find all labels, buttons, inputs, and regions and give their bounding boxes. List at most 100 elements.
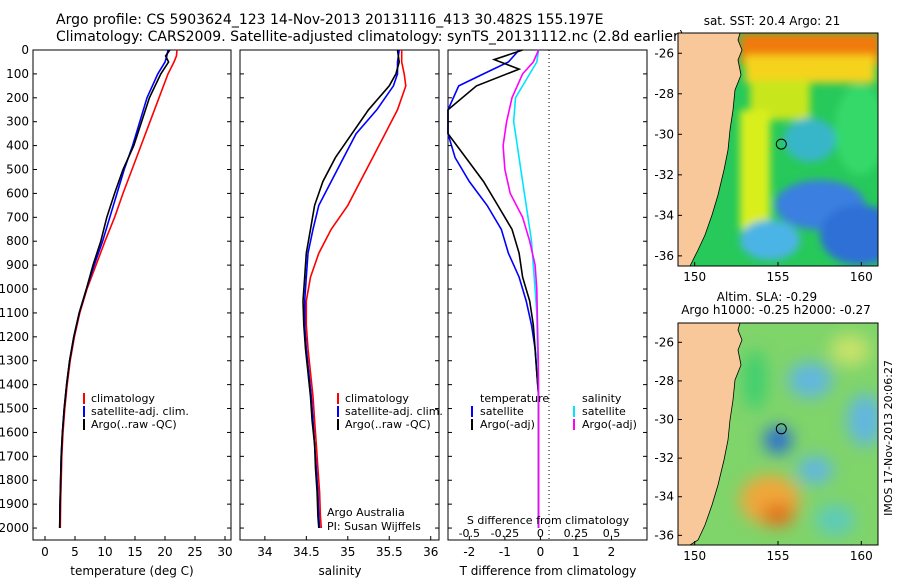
sst-map-panel: sat. SST: 20.4 Argo: 21 150 155 160 -26 -28 -… (654, 14, 879, 284)
x-tick-label: 10 (97, 545, 112, 559)
s-tick-label: -0.25 (491, 527, 519, 540)
difference-xlabel-temperature: T difference from climatology (459, 564, 637, 578)
map-y-tick-label: -26 (654, 335, 674, 349)
x-tick-label: -1 (499, 545, 511, 559)
figure-title-line1: Argo profile: CS 5903624_123 14-Nov-2013… (56, 12, 604, 28)
y-tick-label: 900 (6, 258, 29, 272)
legend-label-satellite: satellite-adj. clim. (345, 405, 443, 418)
x-tick-label: 36 (423, 545, 438, 559)
sla-high (762, 503, 794, 527)
x-tick-label: 20 (157, 545, 172, 559)
annotation-argo-australia: Argo Australia (327, 506, 405, 519)
map-x-tick-label: 160 (850, 549, 873, 563)
legend-label-temp-satellite: satellite (480, 405, 524, 418)
y-tick-label: 500 (6, 163, 29, 177)
x-tick-label: 2 (608, 545, 616, 559)
x-tick-label: 35.5 (376, 545, 403, 559)
y-tick-label: 1900 (0, 497, 29, 511)
temperature-lines (58, 49, 178, 529)
salinity-xlabel: salinity (318, 564, 361, 578)
s-tick-label: 0.25 (564, 527, 589, 540)
series-line (58, 49, 171, 529)
map-x-tick-label: 150 (683, 549, 706, 563)
legend-label-sal-satellite: satellite (582, 405, 626, 418)
temperature-legend: climatology satellite-adj. clim. Argo(..… (83, 392, 189, 431)
x-tick-label: 1 (572, 545, 580, 559)
temperature-ticks: 0 5 10 15 20 25 300100200300400500600700800900… (0, 43, 233, 559)
difference-ticks: -2 -1 0 1 2 -0.5 -0.25 0 0.25 0.5 (448, 49, 647, 559)
sla-map-subtitle: Argo h1000: -0.25 h2000: -0.27 (681, 303, 871, 317)
sla-high (830, 334, 870, 366)
x-tick-label: 5 (71, 545, 79, 559)
salinity-ticks: 34 34.5 35 35.5 36 (240, 49, 439, 559)
sla-map-panel: Altim. SLA: -0.29 Argo h1000: -0.25 h200… (654, 290, 879, 563)
sla-map-title: Altim. SLA: -0.29 (717, 290, 817, 304)
y-tick-label: 1500 (0, 402, 29, 416)
map-y-tick-label: -36 (654, 249, 674, 263)
sst-field (678, 33, 878, 266)
map-x-tick-label: 150 (683, 270, 706, 284)
sla-field (678, 323, 878, 545)
y-tick-label: 2000 (0, 521, 29, 535)
map-x-tick-label: 160 (850, 270, 873, 284)
y-tick-label: 600 (6, 186, 29, 200)
salinity-lines (302, 49, 407, 529)
y-tick-label: 700 (6, 210, 29, 224)
x-tick-label: 34 (257, 545, 272, 559)
x-tick-label: 25 (187, 545, 202, 559)
difference-axes-frame (447, 49, 648, 541)
temperature-xlabel: temperature (deg C) (70, 564, 193, 578)
map-y-tick-label: -30 (654, 413, 674, 427)
legend-label-climatology: climatology (345, 392, 409, 405)
imos-timestamp: IMOS 17-Nov-2013 20:06:27 (882, 360, 895, 516)
legend-label-temp-argo: Argo(-adj) (480, 418, 535, 431)
sla-patches (740, 334, 878, 536)
y-tick-label: 1000 (0, 282, 29, 296)
land-australia (678, 323, 743, 545)
y-tick-label: 1200 (0, 330, 29, 344)
x-tick-label: 0 (537, 545, 545, 559)
s-tick-label: 0 (537, 527, 544, 540)
legend-heading-salinity: salinity (582, 392, 622, 405)
x-tick-label: 15 (127, 545, 142, 559)
cool-patch (820, 205, 878, 265)
y-tick-label: 400 (6, 139, 29, 153)
difference-xlabel-salinity: S difference from climatology (467, 514, 630, 527)
map-y-tick-label: -34 (654, 490, 674, 504)
difference-panel: -2 -1 0 1 2 -0.5 -0.25 0 0.25 0.5 S difference fr… (447, 49, 648, 578)
sla-mid (743, 350, 767, 410)
series-line (305, 50, 407, 529)
warm-patch (745, 55, 875, 83)
difference-legend: temperature satellite Argo(-adj) salinit… (471, 392, 637, 431)
figure-title-line2: Climatology: CARS2009. Satellite-adjuste… (56, 29, 685, 45)
y-tick-label: 800 (6, 234, 29, 248)
y-tick-label: 1600 (0, 425, 29, 439)
map-y-tick-label: -28 (654, 374, 674, 388)
sla-low (815, 504, 855, 536)
sla-low (847, 394, 878, 446)
green-patch (835, 85, 878, 175)
legend-label-sal-argo: Argo(-adj) (582, 418, 637, 431)
argo-float-marker (775, 423, 787, 435)
sla-low (788, 362, 832, 398)
s-tick-label: -0.5 (459, 527, 480, 540)
legend-label-argo: Argo(..raw -QC) (91, 418, 177, 431)
map-y-tick-label: -36 (654, 528, 674, 542)
y-tick-label: 1100 (0, 306, 29, 320)
sla-map-ticks: 150 155 160 -26 -28 -30 -32 -34 -36 (654, 335, 872, 563)
sla-low (797, 456, 833, 484)
difference-lines (447, 49, 540, 528)
map-y-tick-label: -32 (654, 451, 674, 465)
x-tick-label: -2 (463, 545, 475, 559)
y-tick-label: 100 (6, 67, 29, 81)
y-tick-label: 1800 (0, 473, 29, 487)
legend-label-climatology: climatology (91, 392, 155, 405)
y-tick-label: 300 (6, 115, 29, 129)
salinity-axes-frame (239, 49, 440, 541)
annotation-pi: PI: Susan Wijffels (327, 520, 421, 533)
map-y-tick-label: -28 (654, 87, 674, 101)
series-line (302, 49, 401, 529)
map-y-tick-label: -26 (654, 46, 674, 60)
x-tick-label: 0 (41, 545, 49, 559)
map-y-tick-label: -30 (654, 127, 674, 141)
